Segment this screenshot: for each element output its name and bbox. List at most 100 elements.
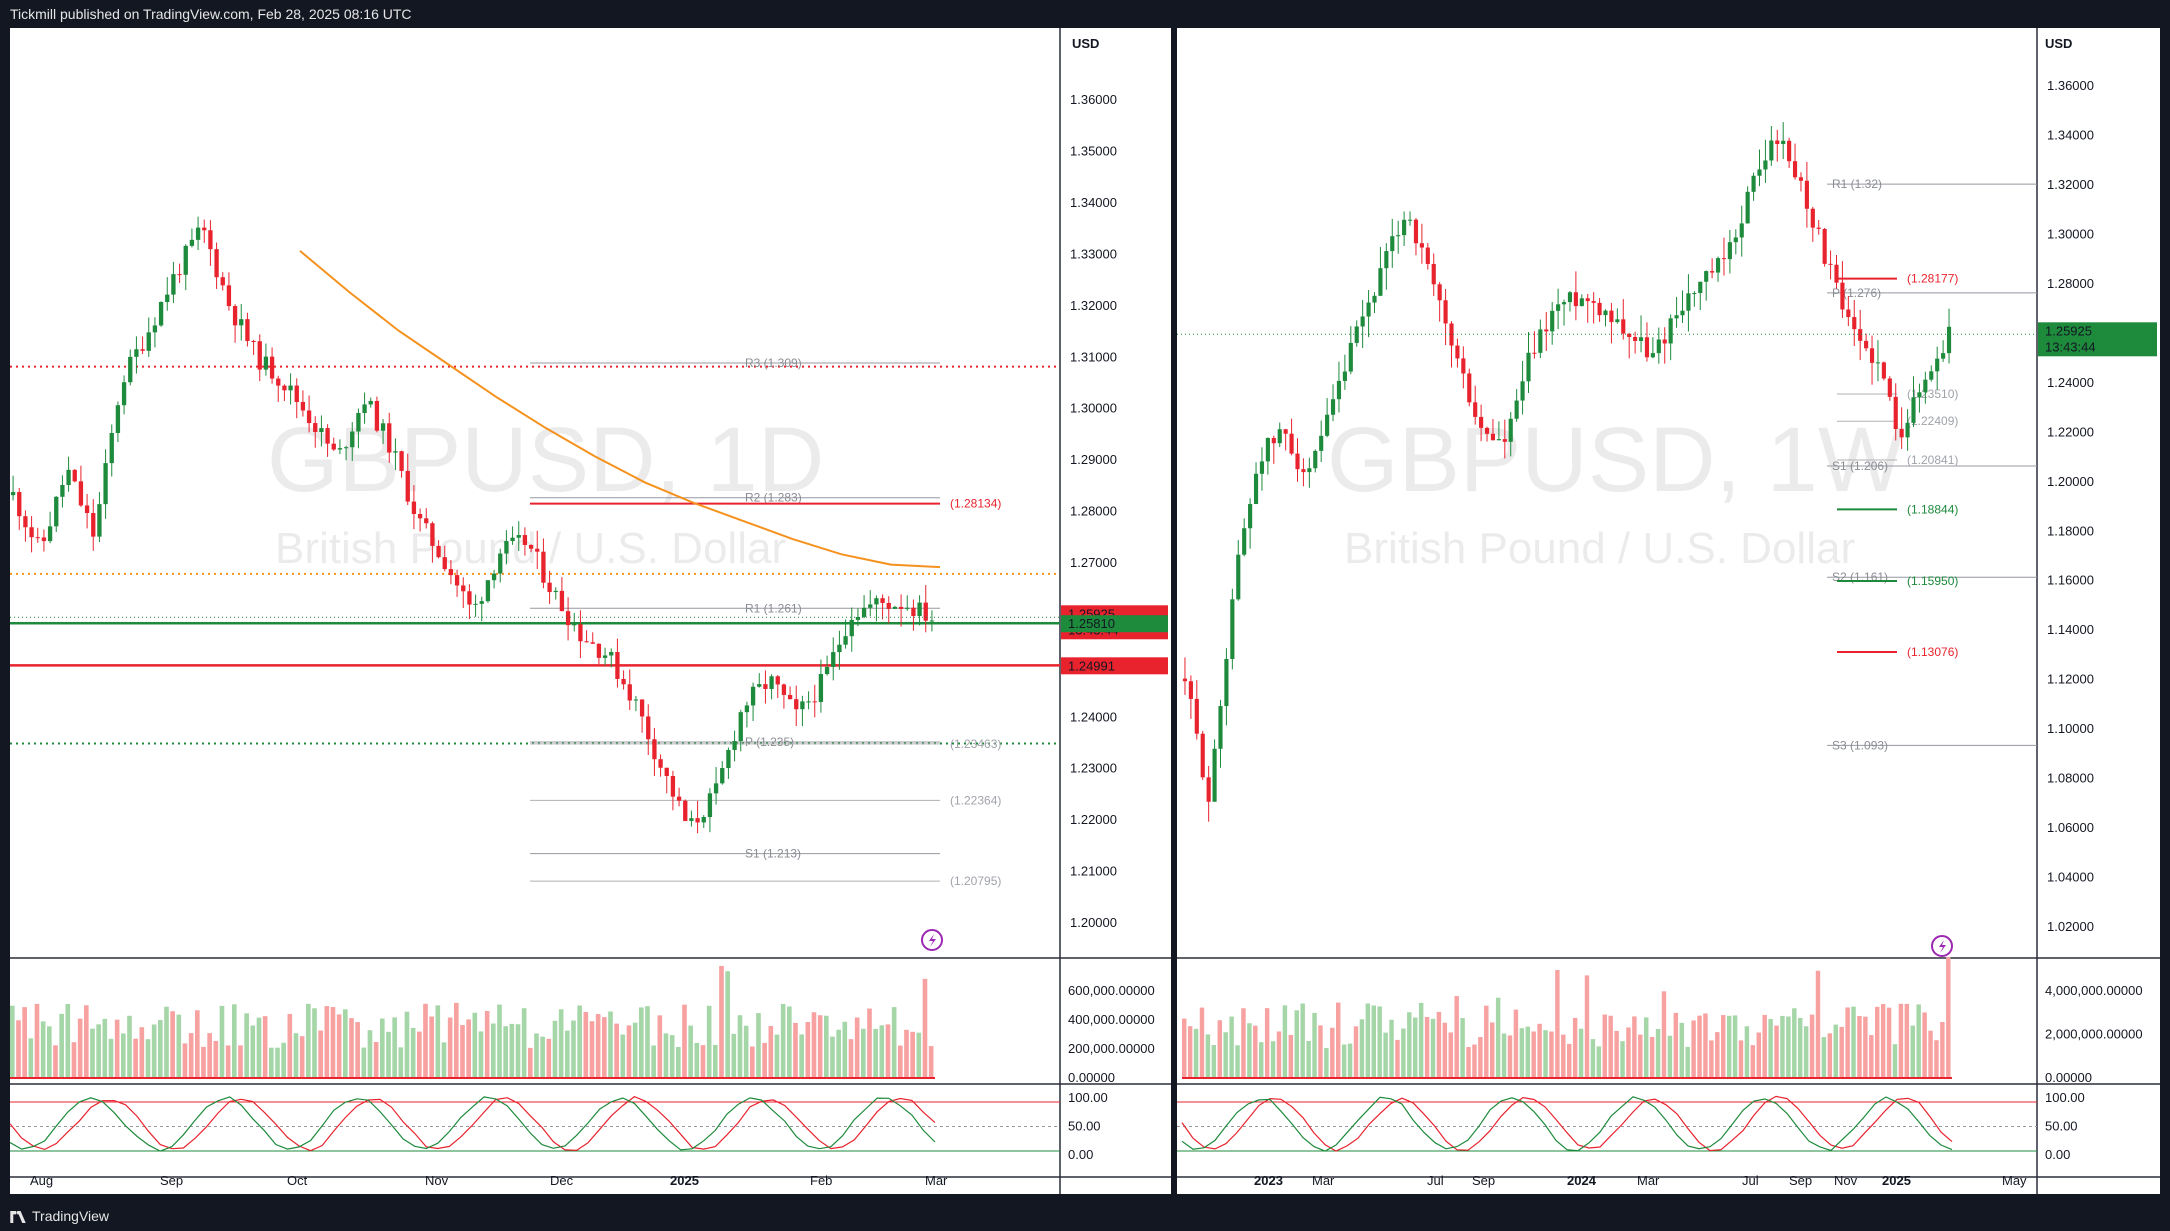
candle-body (1431, 263, 1436, 285)
volume-bar (454, 1002, 459, 1078)
candle-body (405, 470, 410, 502)
price-tick-label: 1.24000 (2047, 375, 2094, 390)
candle-body (109, 432, 114, 464)
candle-body (824, 666, 830, 675)
candle-body (683, 800, 688, 821)
volume-bar (65, 1003, 71, 1078)
volume-bar (336, 1014, 342, 1078)
volume-bar (1614, 1030, 1619, 1078)
volume-bar (1235, 1045, 1240, 1078)
candle-body (609, 651, 614, 656)
volume-bar (737, 1015, 743, 1078)
volume-bar (1330, 1027, 1335, 1078)
volume-bar (102, 1018, 108, 1078)
daily-chart-svg[interactable]: GBPUSD, 1D British Pound / U.S. Dollar U… (10, 28, 1171, 1194)
volume-bar (213, 1040, 219, 1078)
volume-tick-label: 2,000,000.00000 (2045, 1027, 2143, 1042)
price-badge (1061, 657, 1168, 675)
weekly-chart-svg[interactable]: GBPUSD, 1W British Pound / U.S. Dollar U… (1177, 28, 2160, 1194)
tradingview-logo-icon[interactable] (10, 1211, 26, 1224)
price-tick-label: 1.34000 (2047, 128, 2094, 143)
candle-body (1710, 271, 1715, 273)
candle-body (1313, 450, 1318, 469)
candle-body (97, 504, 102, 537)
price-badge (2038, 322, 2157, 357)
candle-body (750, 686, 756, 706)
candle-body (1236, 554, 1241, 600)
volume-bar (380, 1018, 385, 1078)
candle-body (1449, 323, 1454, 346)
volume-bar (854, 1017, 860, 1078)
lightning-icon[interactable] (1931, 935, 1953, 957)
time-axis-label: 2025 (1882, 1173, 1911, 1188)
pivot-label: S1 (1.213) (745, 847, 801, 861)
candle-body (1437, 284, 1442, 301)
volume-bar (22, 1007, 27, 1078)
candle-body (1502, 439, 1507, 442)
candle-body (461, 585, 466, 592)
candle-body (565, 611, 571, 626)
daily-chart-panel[interactable]: GBPUSD, 1D British Pound / U.S. Dollar U… (10, 28, 1171, 1194)
weekly-chart-panel[interactable]: GBPUSD, 1W British Pound / U.S. Dollar U… (1177, 28, 2160, 1194)
volume-bar (861, 1028, 866, 1078)
candle-body (1218, 706, 1223, 749)
volume-bar (40, 1021, 46, 1078)
candle-body (1792, 161, 1798, 178)
candle-body (1200, 733, 1205, 778)
level-label: (1.18844) (1907, 502, 1958, 516)
time-axis-label: Jul (1427, 1173, 1444, 1188)
candle-body (399, 451, 404, 471)
candle-body (10, 492, 16, 496)
volume-bar (1602, 1014, 1607, 1078)
candle-body (1834, 264, 1839, 283)
candle-body (1798, 177, 1804, 181)
candle-body (1360, 316, 1365, 327)
candle-body (1603, 310, 1608, 316)
price-tick-label: 1.22000 (2047, 424, 2094, 439)
volume-bar (398, 1047, 404, 1078)
volume-bar (669, 1035, 675, 1078)
volume-bar (830, 1036, 835, 1078)
candle-body (787, 694, 793, 700)
volume-bar (651, 1045, 656, 1078)
volume-bar (1875, 1006, 1880, 1078)
volume-bar (1940, 1021, 1945, 1078)
volume-bar (713, 1044, 718, 1078)
volume-bar (1815, 970, 1821, 1078)
candle-body (1869, 348, 1875, 363)
candle-body (29, 527, 34, 538)
volume-bar (1934, 1040, 1939, 1078)
candle-body (17, 492, 22, 517)
candle-body (843, 636, 848, 645)
level-label: (1.28177) (1907, 272, 1958, 286)
volume-bar (1709, 1040, 1714, 1078)
volume-bar (1199, 1007, 1205, 1078)
candle-body (800, 701, 805, 710)
pivot-label: R2 (1.283) (745, 491, 802, 505)
price-badge (1061, 615, 1168, 633)
volume-bar (1898, 1003, 1904, 1078)
candle-body (917, 602, 922, 616)
volume-bar (145, 1039, 151, 1078)
candle-body (1301, 469, 1306, 473)
candle-body (535, 548, 540, 552)
candle-body (1265, 437, 1270, 462)
volume-bar (1490, 1022, 1495, 1078)
pivot-label: P (1.276) (1832, 286, 1881, 300)
candle-body (331, 443, 336, 450)
candle-body (522, 535, 528, 545)
candle-body (1781, 140, 1786, 144)
volume-bar (1555, 969, 1560, 1078)
candle-body (1348, 342, 1353, 372)
volume-bar (1324, 1047, 1329, 1078)
candle-body (1591, 301, 1596, 303)
lightning-icon[interactable] (921, 929, 943, 951)
volume-bar (429, 1016, 434, 1078)
candle-body (1923, 379, 1928, 393)
candle-body (424, 518, 429, 524)
level-label: (1.22409) (1907, 414, 1958, 428)
volume-bar (355, 1022, 360, 1078)
candle-body (1579, 298, 1584, 307)
candle-body (473, 603, 478, 605)
candle-body (91, 513, 96, 537)
